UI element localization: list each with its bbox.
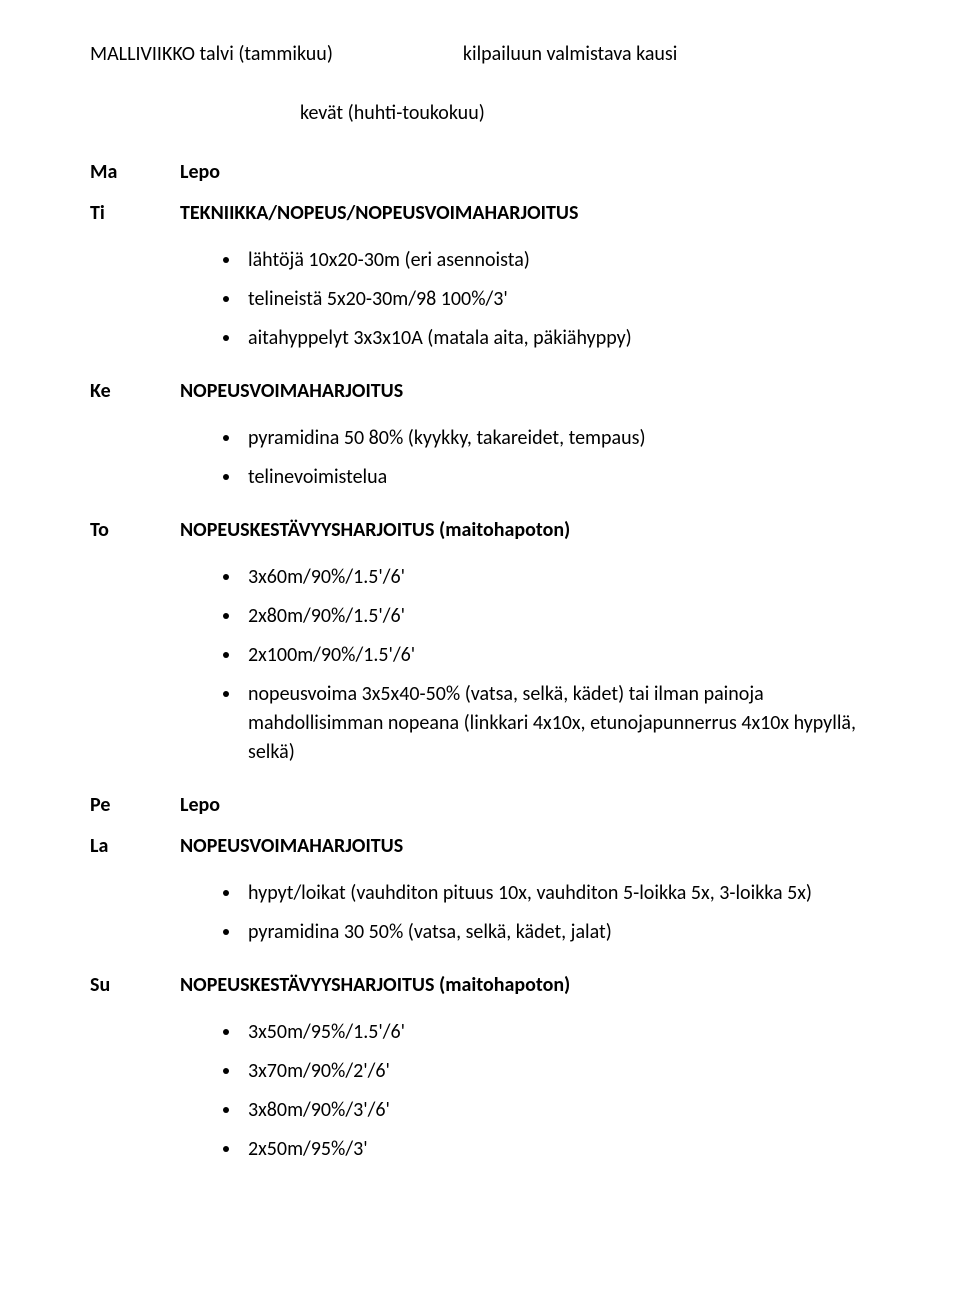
list-item: 2x80m/90%/1.5'/6' — [242, 602, 870, 631]
list-item: 3x60m/90%/1.5'/6' — [242, 563, 870, 592]
list-item: 2x50m/95%/3' — [242, 1135, 870, 1164]
day-la-heading: NOPEUSVOIMAHARJOITUS — [180, 832, 870, 861]
day-label-ti: Ti — [90, 199, 180, 228]
day-la: La NOPEUSVOIMAHARJOITUS hypyt/loikat (va… — [90, 832, 870, 965]
day-label-ma: Ma — [90, 158, 180, 187]
list-item: hypyt/loikat (vauhditon pituus 10x, vauh… — [242, 879, 870, 908]
list-item: telineistä 5x20-30m/98 100%/3' — [242, 285, 870, 314]
day-label-pe: Pe — [90, 791, 180, 820]
list-item: telinevoimistelua — [242, 463, 870, 492]
day-pe-text: Lepo — [180, 791, 870, 820]
day-ke-list: pyramidina 50 80% (kyykky, takareidet, t… — [180, 424, 870, 492]
day-la-list: hypyt/loikat (vauhditon pituus 10x, vauh… — [180, 879, 870, 947]
list-item: 3x50m/95%/1.5'/6' — [242, 1018, 870, 1047]
day-ti-list: lähtöjä 10x20-30m (eri asennoista) telin… — [180, 246, 870, 353]
list-item: 3x80m/90%/3'/6' — [242, 1096, 870, 1125]
list-item: pyramidina 30 50% (vatsa, selkä, kädet, … — [242, 918, 870, 947]
list-item: nopeusvoima 3x5x40-50% (vatsa, selkä, kä… — [242, 680, 870, 767]
day-ma: Ma Lepo — [90, 158, 870, 187]
list-item: pyramidina 50 80% (kyykky, takareidet, t… — [242, 424, 870, 453]
day-ti-heading: TEKNIIKKA/NOPEUS/NOPEUSVOIMAHARJOITUS — [180, 199, 870, 228]
day-su: Su NOPEUSKESTÄVYYSHARJOITUS (maitohapoto… — [90, 971, 870, 1182]
day-ma-text: Lepo — [180, 158, 870, 187]
day-ke: Ke NOPEUSVOIMAHARJOITUS pyramidina 50 80… — [90, 377, 870, 510]
day-label-ke: Ke — [90, 377, 180, 406]
day-su-heading: NOPEUSKESTÄVYYSHARJOITUS (maitohapoton) — [180, 971, 870, 1000]
day-ti: Ti TEKNIIKKA/NOPEUS/NOPEUSVOIMAHARJOITUS… — [90, 199, 870, 371]
list-item: aitahyppelyt 3x3x10A (matala aita, päkiä… — [242, 324, 870, 353]
title-left: MALLIVIIKKO talvi (tammikuu) — [90, 40, 333, 69]
list-item: 2x100m/90%/1.5'/6' — [242, 641, 870, 670]
day-pe: Pe Lepo — [90, 791, 870, 820]
day-to-heading: NOPEUSKESTÄVYYSHARJOITUS (maitohapoton) — [180, 516, 870, 545]
day-label-su: Su — [90, 971, 180, 1000]
subtitle: kevät (huhti-toukokuu) — [300, 99, 870, 128]
day-label-la: La — [90, 832, 180, 861]
day-to-list: 3x60m/90%/1.5'/6' 2x80m/90%/1.5'/6' 2x10… — [180, 563, 870, 767]
day-su-list: 3x50m/95%/1.5'/6' 3x70m/90%/2'/6' 3x80m/… — [180, 1018, 870, 1164]
day-ke-heading: NOPEUSVOIMAHARJOITUS — [180, 377, 870, 406]
day-label-to: To — [90, 516, 180, 545]
title-row: MALLIVIIKKO talvi (tammikuu) kilpailuun … — [90, 40, 870, 69]
list-item: lähtöjä 10x20-30m (eri asennoista) — [242, 246, 870, 275]
list-item: 3x70m/90%/2'/6' — [242, 1057, 870, 1086]
day-to: To NOPEUSKESTÄVYYSHARJOITUS (maitohapoto… — [90, 516, 870, 785]
title-right: kilpailuun valmistava kausi — [463, 40, 677, 69]
